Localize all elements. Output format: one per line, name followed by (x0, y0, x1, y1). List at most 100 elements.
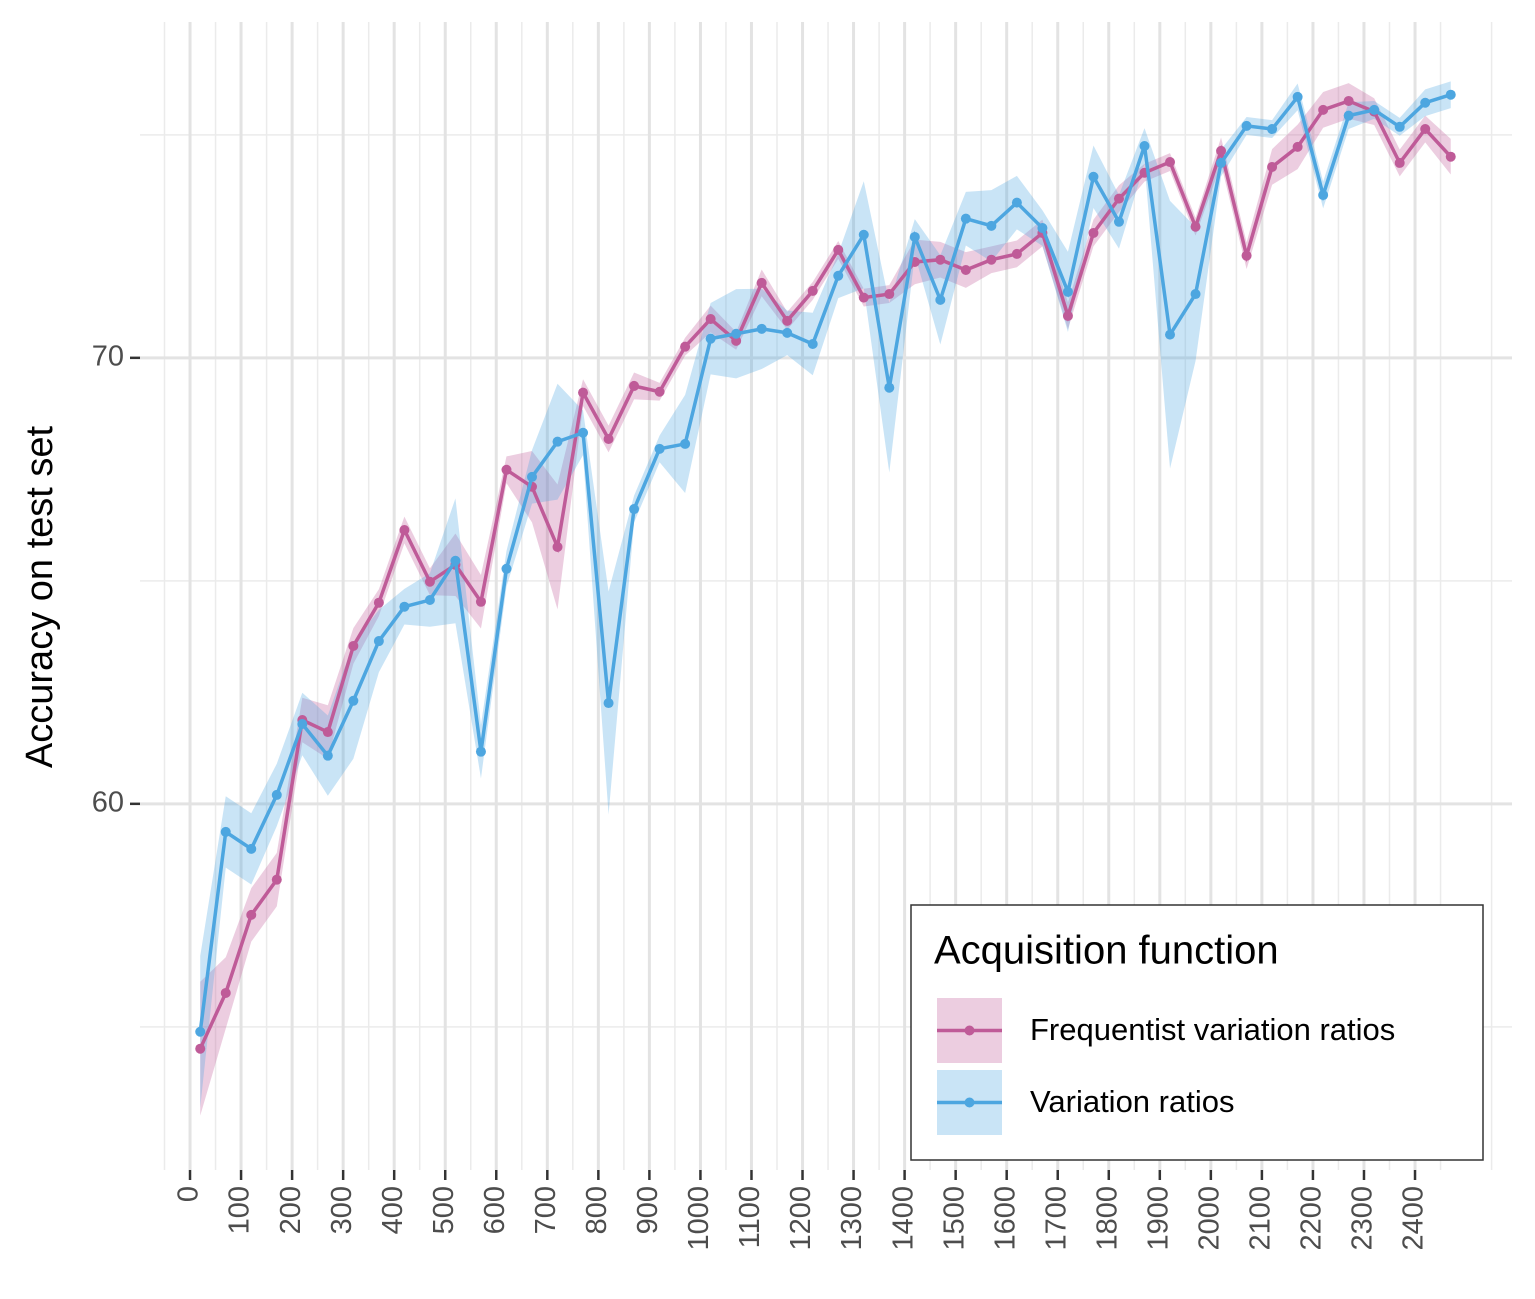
point (807, 339, 818, 350)
x-tick-label: 500 (428, 1186, 460, 1234)
x-tick-label: 2200 (1296, 1186, 1328, 1251)
point (807, 285, 818, 296)
point (322, 727, 333, 738)
point (603, 434, 614, 445)
point (1318, 190, 1329, 201)
point (858, 292, 869, 303)
x-tick-label: 2400 (1398, 1186, 1430, 1251)
x-tick-label: 1600 (989, 1186, 1021, 1251)
point (399, 601, 410, 612)
x-tick-label: 1000 (683, 1186, 715, 1251)
x-tick-label: 1200 (785, 1186, 817, 1251)
x-tick-label: 2000 (1194, 1186, 1226, 1251)
point (731, 328, 742, 339)
y-tick-label: 60 (92, 786, 124, 818)
point (246, 843, 257, 854)
point (884, 289, 895, 300)
point (1445, 89, 1456, 100)
point (1037, 223, 1048, 234)
x-tick-label: 700 (530, 1186, 562, 1234)
point (986, 254, 997, 265)
point (1011, 197, 1022, 208)
point (195, 1043, 206, 1054)
point (1343, 95, 1354, 106)
point (884, 382, 895, 393)
point (1062, 286, 1073, 297)
x-tick-label: 300 (326, 1186, 358, 1234)
point (1113, 216, 1124, 227)
point (782, 327, 793, 338)
point (578, 387, 589, 398)
point (1088, 171, 1099, 182)
x-tick-label: 1400 (887, 1186, 919, 1251)
point (782, 315, 793, 326)
point (986, 220, 997, 231)
point (1420, 124, 1431, 135)
point (1216, 157, 1227, 168)
point (501, 464, 512, 475)
series-line (198, 99, 1453, 1050)
point (1190, 289, 1201, 300)
point (1445, 151, 1456, 162)
point (373, 597, 384, 608)
x-tick-label: 1700 (1040, 1186, 1072, 1251)
x-tick-label: 900 (632, 1186, 664, 1234)
y-axis-title: Accuracy on test set (19, 425, 61, 768)
point (680, 438, 691, 449)
x-tick-label: 1300 (836, 1186, 868, 1251)
point (756, 323, 767, 334)
legend-label: Frequentist variation ratios (1030, 1012, 1395, 1047)
point (424, 595, 435, 606)
point (705, 314, 716, 325)
point (450, 555, 461, 566)
x-tick-label: 200 (275, 1186, 307, 1234)
point (501, 563, 512, 574)
point (629, 504, 640, 515)
point (629, 380, 640, 391)
point (297, 719, 308, 730)
point (1113, 193, 1124, 204)
point (1292, 91, 1303, 102)
point (756, 277, 767, 288)
point (935, 254, 946, 265)
point (1139, 140, 1150, 151)
point (680, 341, 691, 352)
point (220, 987, 231, 998)
point (271, 789, 282, 800)
point (195, 1026, 206, 1037)
point (1343, 110, 1354, 121)
legend-key-point (964, 1025, 975, 1036)
x-tick-label: 100 (224, 1186, 256, 1234)
x-tick-label: 1900 (1142, 1186, 1174, 1251)
x-tick-label: 800 (581, 1186, 613, 1234)
x-tick-label: 1500 (938, 1186, 970, 1251)
point (271, 874, 282, 885)
x-tick-label: 0 (173, 1186, 205, 1202)
point (348, 640, 359, 651)
point (1165, 329, 1176, 340)
point (552, 436, 563, 447)
point (246, 909, 257, 920)
point (552, 541, 563, 552)
point (1165, 157, 1176, 168)
x-tick-label: 1800 (1091, 1186, 1123, 1251)
x-tick-label: 2100 (1245, 1186, 1277, 1251)
point (960, 213, 971, 224)
point (578, 427, 589, 438)
point (348, 695, 359, 706)
point (1216, 145, 1227, 156)
point (705, 333, 716, 344)
legend-label: Variation ratios (1030, 1084, 1234, 1119)
point (1062, 310, 1073, 321)
legend-title: Acquisition function (934, 929, 1279, 973)
point (1394, 157, 1405, 168)
point (1394, 121, 1405, 132)
point (475, 596, 486, 607)
point (1088, 227, 1099, 238)
point (1267, 161, 1278, 172)
point (399, 524, 410, 535)
y-tick-label: 70 (92, 340, 124, 372)
point (1267, 124, 1278, 135)
point (833, 270, 844, 281)
